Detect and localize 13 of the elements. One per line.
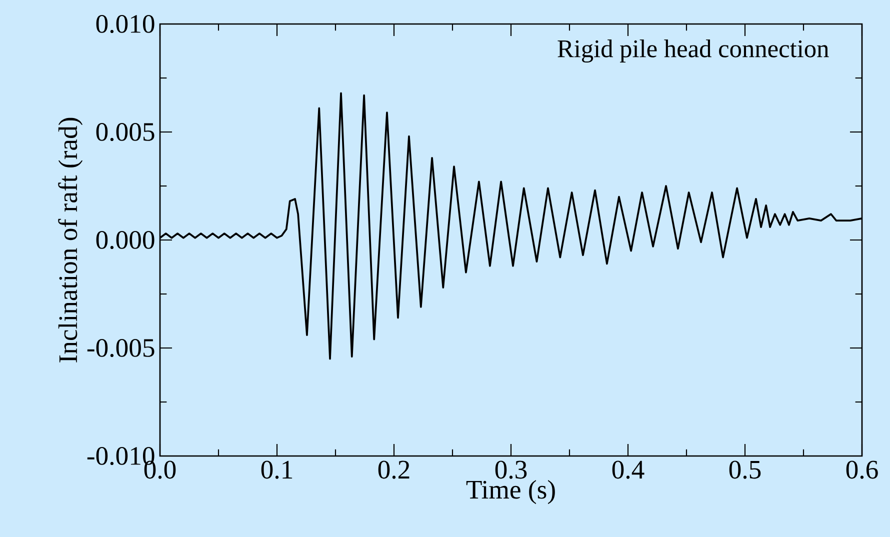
x-tick-label: 0.3 — [495, 460, 527, 479]
y-axis-title: Inclination of raft (rad) — [58, 118, 83, 362]
x-tick-label: 0.1 — [261, 460, 292, 479]
x-tick-label: 0.5 — [729, 460, 761, 479]
x-tick-label: 0.6 — [846, 460, 878, 479]
y-tick-label: -0.005 — [87, 338, 154, 358]
y-tick-label: 0.005 — [96, 122, 154, 142]
x-tick-label: 0.2 — [378, 460, 410, 479]
x-axis-title: Time (s) — [466, 480, 555, 504]
annotation: Rigid pile head connection — [558, 40, 829, 63]
y-tick-label: 0.010 — [96, 14, 154, 34]
x-tick-label: 0.4 — [612, 460, 644, 479]
y-tick-label: 0.000 — [96, 230, 154, 250]
